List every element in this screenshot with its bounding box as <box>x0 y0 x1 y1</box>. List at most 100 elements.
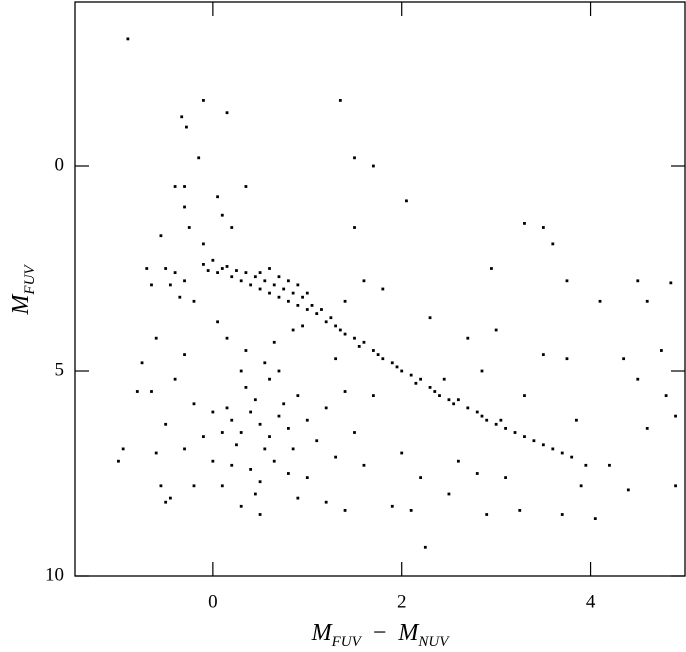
point <box>499 418 503 422</box>
x-label-part: M <box>311 620 334 646</box>
point <box>168 283 172 287</box>
point <box>452 402 456 406</box>
point <box>456 459 460 463</box>
point <box>456 398 460 402</box>
point <box>206 269 210 272</box>
point <box>192 299 196 303</box>
point <box>296 304 300 307</box>
point <box>324 500 328 504</box>
point <box>315 312 319 315</box>
point <box>225 406 229 410</box>
point <box>338 328 342 332</box>
point <box>353 226 356 229</box>
point <box>211 410 215 414</box>
point <box>551 447 555 451</box>
x-axis-label: MFUV − MNUV <box>311 620 451 647</box>
point <box>197 156 201 160</box>
point <box>324 406 328 410</box>
point <box>636 377 640 381</box>
point <box>202 435 205 438</box>
point <box>541 226 545 229</box>
point <box>518 509 522 512</box>
point <box>315 439 319 443</box>
point <box>480 369 484 373</box>
point <box>414 381 418 385</box>
point <box>636 279 640 283</box>
point <box>334 357 338 361</box>
point <box>216 271 219 274</box>
x-tick-label: 0 <box>208 591 218 612</box>
point <box>405 199 408 203</box>
point <box>291 328 295 332</box>
point <box>220 213 224 217</box>
point <box>575 418 578 422</box>
point <box>180 115 184 119</box>
point <box>301 324 304 328</box>
point <box>164 422 168 426</box>
point <box>428 386 432 389</box>
point <box>126 37 130 41</box>
point <box>659 349 663 352</box>
x-tick-label: 4 <box>586 591 596 612</box>
point <box>490 267 493 270</box>
point <box>334 324 338 328</box>
point <box>183 279 186 283</box>
point <box>168 496 172 500</box>
point <box>258 271 262 274</box>
point <box>287 427 290 430</box>
point <box>301 295 304 299</box>
y-tick-label: 10 <box>45 564 64 585</box>
point <box>253 492 257 496</box>
point <box>570 455 574 459</box>
point <box>282 287 286 291</box>
point <box>674 414 677 418</box>
point <box>438 394 441 397</box>
point <box>230 463 234 467</box>
point <box>447 492 451 496</box>
point <box>225 265 229 268</box>
point <box>249 283 253 287</box>
point <box>504 476 507 479</box>
point <box>258 422 262 426</box>
point <box>376 353 380 356</box>
point <box>664 394 668 397</box>
point <box>475 410 479 414</box>
point <box>622 357 626 361</box>
point <box>173 271 177 274</box>
point <box>310 304 314 307</box>
point <box>329 316 333 320</box>
point <box>249 410 253 414</box>
point <box>135 390 139 393</box>
point <box>395 365 399 369</box>
point <box>192 484 196 488</box>
point <box>371 164 375 168</box>
point <box>192 402 196 406</box>
y-axis-label: MFUV <box>8 264 38 316</box>
point <box>645 427 649 430</box>
point <box>244 386 248 389</box>
point <box>277 295 281 299</box>
y-tick-label: 5 <box>55 359 65 380</box>
point <box>159 484 163 488</box>
point <box>371 394 375 397</box>
point <box>560 451 564 455</box>
point <box>230 275 234 279</box>
point <box>353 156 356 160</box>
point <box>121 447 125 451</box>
point <box>485 513 489 516</box>
point <box>645 299 649 303</box>
point <box>305 418 309 422</box>
point <box>187 226 191 229</box>
point <box>282 402 286 406</box>
point <box>343 390 347 393</box>
point <box>225 336 229 340</box>
point <box>183 353 186 356</box>
point <box>230 226 234 229</box>
point <box>220 484 224 488</box>
point <box>362 340 366 344</box>
point <box>225 111 229 115</box>
point <box>466 406 470 410</box>
point <box>235 443 238 447</box>
point <box>409 373 413 377</box>
